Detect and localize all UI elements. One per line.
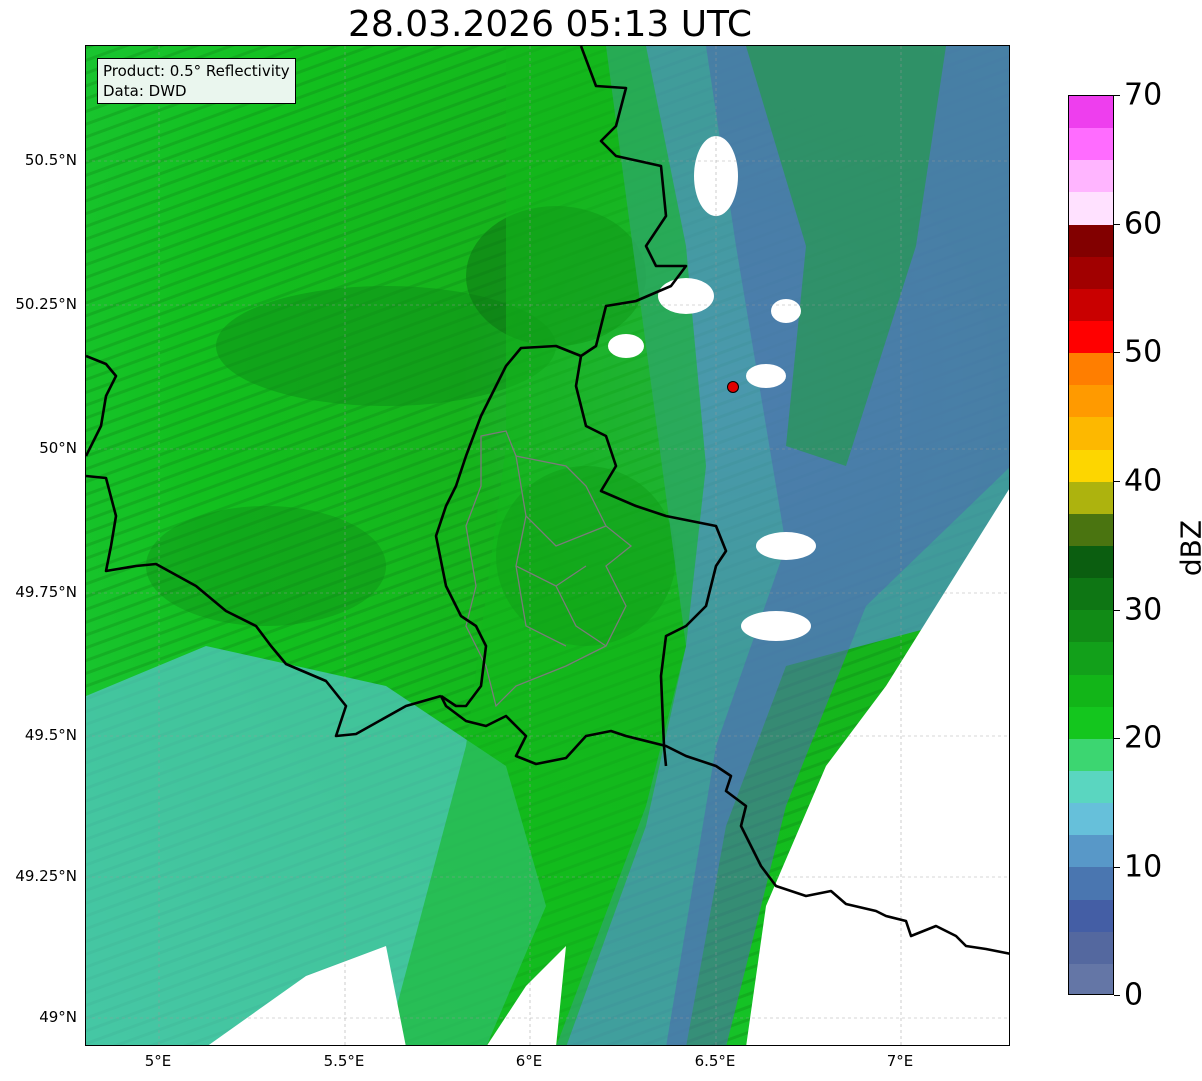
colorbar-segment bbox=[1069, 513, 1113, 546]
colorbar-segment bbox=[1069, 128, 1113, 161]
colorbar-segment bbox=[1069, 674, 1113, 707]
echo-core-1 bbox=[216, 286, 556, 406]
colorbar-segment bbox=[1069, 417, 1113, 450]
no-echo-south bbox=[487, 946, 566, 1045]
colorbar-segment bbox=[1069, 385, 1113, 418]
lon-label: 5°E bbox=[144, 1052, 172, 1070]
colorbar-segment bbox=[1069, 706, 1113, 739]
no-echo-north-cell bbox=[694, 136, 738, 216]
colorbar-tick bbox=[1114, 867, 1120, 868]
colorbar-tick-label: 60 bbox=[1124, 206, 1163, 242]
lon-label: 6.5°E bbox=[694, 1052, 736, 1070]
lat-label: 49.75°N bbox=[15, 583, 77, 601]
lon-label: 6°E bbox=[515, 1052, 543, 1070]
no-echo-patch-4 bbox=[746, 364, 786, 388]
colorbar-segment bbox=[1069, 256, 1113, 289]
lat-label: 49.25°N bbox=[15, 867, 77, 885]
colorbar-tick bbox=[1114, 610, 1120, 611]
colorbar bbox=[1068, 95, 1114, 995]
no-echo-southeast bbox=[746, 489, 1009, 1045]
colorbar-tick bbox=[1114, 224, 1120, 225]
lat-label: 50°N bbox=[39, 439, 77, 457]
no-echo-patch-2 bbox=[771, 299, 801, 323]
no-echo-patch-6 bbox=[741, 611, 811, 641]
colorbar-tick-label: 10 bbox=[1124, 849, 1163, 885]
colorbar-segment bbox=[1069, 610, 1113, 643]
colorbar-segment bbox=[1069, 160, 1113, 193]
colorbar-segment bbox=[1069, 481, 1113, 514]
colorbar-segment bbox=[1069, 545, 1113, 579]
radar-map[interactable] bbox=[85, 45, 1010, 1046]
colorbar-tick bbox=[1114, 352, 1120, 353]
no-echo-patch-3 bbox=[608, 334, 644, 358]
no-echo-patch-1 bbox=[658, 278, 714, 314]
colorbar-tick bbox=[1114, 481, 1120, 482]
lat-label: 50.25°N bbox=[15, 295, 77, 313]
echo-green-center bbox=[386, 46, 706, 1045]
colorbar-tick bbox=[1114, 995, 1120, 996]
colorbar-tick bbox=[1114, 95, 1120, 96]
echo-green-north bbox=[746, 46, 946, 466]
lat-label: 50.5°N bbox=[24, 151, 77, 169]
colorbar-segment bbox=[1069, 96, 1113, 129]
admin-boundaries bbox=[465, 430, 633, 708]
lon-label: 5.5°E bbox=[323, 1052, 365, 1070]
radar-site-marker bbox=[727, 381, 739, 393]
map-title: 28.03.2026 05:13 UTC bbox=[347, 4, 753, 45]
colorbar-segment bbox=[1069, 224, 1113, 257]
colorbar-segment bbox=[1069, 835, 1113, 868]
colorbar-segment bbox=[1069, 320, 1113, 354]
info-data-source: Data: DWD bbox=[103, 82, 187, 100]
echo-blue-east bbox=[666, 46, 1009, 1045]
colorbar-segment bbox=[1069, 867, 1113, 900]
no-echo-patch-5 bbox=[756, 532, 816, 560]
colorbar-segment bbox=[1069, 449, 1113, 482]
colorbar-tick-label: 40 bbox=[1124, 463, 1163, 499]
colorbar-segment bbox=[1069, 642, 1113, 675]
colorbar-segment bbox=[1069, 192, 1113, 225]
gridlines bbox=[86, 46, 1009, 1045]
colorbar-tick-label: 20 bbox=[1124, 720, 1163, 756]
echo-core-4 bbox=[146, 506, 386, 626]
colorbar-segment bbox=[1069, 803, 1113, 836]
lat-label: 49.5°N bbox=[24, 726, 77, 744]
colorbar-tick-label: 50 bbox=[1124, 334, 1163, 370]
lat-label: 49°N bbox=[39, 1008, 77, 1026]
colorbar-segment bbox=[1069, 770, 1113, 804]
colorbar-label: dBZ bbox=[1174, 519, 1202, 577]
colorbar-tick-label: 0 bbox=[1124, 977, 1144, 1013]
info-box: Product: 0.5° Reflectivity Data: DWD bbox=[97, 58, 296, 104]
colorbar-segment bbox=[1069, 353, 1113, 386]
colorbar-segment bbox=[1069, 931, 1113, 964]
colorbar-tick-label: 70 bbox=[1124, 77, 1163, 113]
lon-label: 7°E bbox=[886, 1052, 914, 1070]
colorbar-segment bbox=[1069, 288, 1113, 321]
no-echo-southwest-corner bbox=[208, 946, 406, 1045]
colorbar-segment bbox=[1069, 578, 1113, 611]
colorbar-segment bbox=[1069, 963, 1113, 994]
national-borders bbox=[86, 46, 1009, 955]
colorbar-segment bbox=[1069, 899, 1113, 932]
colorbar-tick-label: 30 bbox=[1124, 592, 1163, 628]
colorbar-tick bbox=[1114, 738, 1120, 739]
info-product: Product: 0.5° Reflectivity bbox=[103, 62, 290, 80]
colorbar-segment bbox=[1069, 738, 1113, 771]
